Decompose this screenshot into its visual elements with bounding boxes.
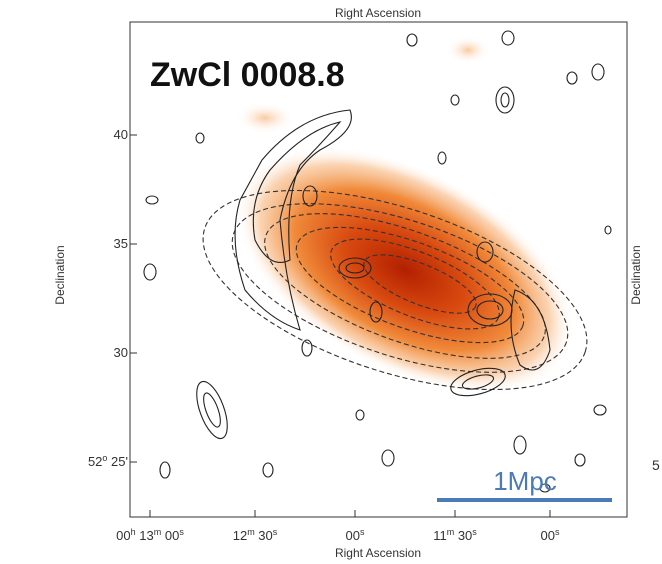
x-tick-label: 00h 13m 00s (116, 527, 184, 543)
label-part: 25' (107, 454, 128, 469)
x-tick-label: 00s (541, 527, 560, 543)
superscript: m (154, 527, 162, 537)
y-tick-label: 30 (114, 345, 128, 360)
superscript: s (555, 527, 560, 537)
x-label-bottom: Right Ascension (335, 546, 421, 560)
label-part: 00 (541, 528, 555, 543)
label-part: 52 (88, 454, 102, 469)
figure-title: ZwCl 0008.8 (150, 56, 345, 94)
xray-contours (202, 189, 588, 391)
label-part: 11 (433, 528, 447, 543)
label-part: 00 (116, 528, 130, 543)
label-part: 30 (454, 528, 472, 543)
superscript: s (472, 527, 477, 537)
label-part: 00 (346, 528, 360, 543)
x-tick-label: 12m 30s (233, 527, 278, 543)
label-part: 30 (255, 528, 273, 543)
right-tick: 5 (652, 457, 660, 473)
superscript: s (179, 527, 184, 537)
x-tick-label: 11m 30s (433, 527, 477, 543)
superscript: m (247, 527, 255, 537)
xray-emission (235, 36, 575, 394)
x-label-top: Right Ascension (335, 6, 421, 20)
label-part: 40 (114, 127, 128, 142)
scale-label: 1Mpc (493, 466, 557, 496)
y-tick-label: 35 (114, 236, 128, 251)
y-label-left: Declination (53, 245, 67, 304)
superscript: s (360, 527, 365, 537)
y-tick-label: 52o 25' (88, 453, 128, 469)
label-part: 12 (233, 528, 247, 543)
label-part: 30 (114, 345, 128, 360)
superscript: o (102, 453, 107, 463)
superscript: s (273, 527, 278, 537)
superscript: h (131, 527, 136, 537)
radio-contours (143, 30, 612, 493)
label-part: 00 (161, 528, 179, 543)
y-tick-label: 40 (114, 127, 128, 142)
label-part: 35 (114, 236, 128, 251)
superscript: m (447, 527, 455, 537)
label-part: 13 (136, 528, 154, 543)
x-tick-label: 00s (346, 527, 365, 543)
y-label-right: Declination (629, 245, 643, 304)
